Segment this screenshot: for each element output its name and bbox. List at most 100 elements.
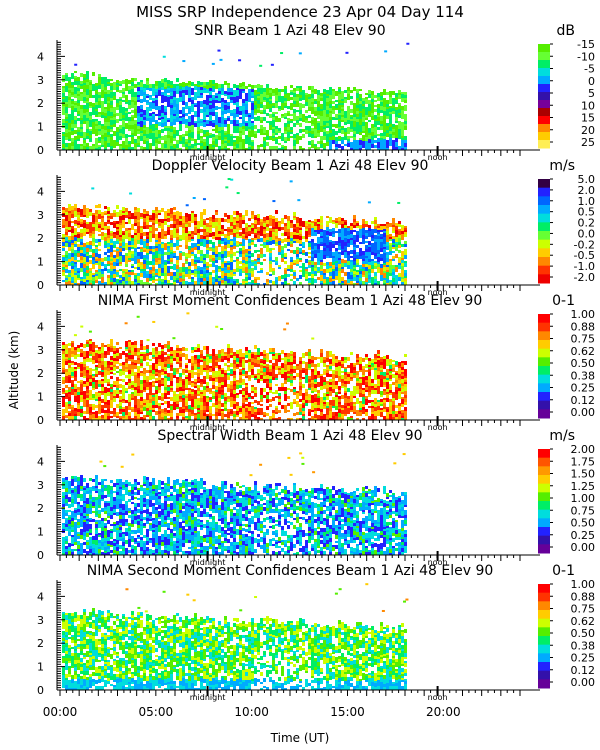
- noon-marker-label: noon: [428, 153, 448, 162]
- data-cell: [74, 94, 77, 98]
- data-cell: [182, 230, 185, 233]
- data-cell: [86, 85, 89, 89]
- data-cell: [74, 386, 77, 389]
- data-cell: [167, 86, 170, 88]
- data-cell: [131, 110, 134, 113]
- data-cell: [89, 411, 92, 413]
- data-cell: [389, 142, 392, 146]
- data-cell: [107, 392, 110, 396]
- colorbar-swatch: [538, 248, 550, 258]
- data-cell: [65, 229, 68, 232]
- data-cell: [167, 225, 170, 227]
- data-cell: [239, 220, 242, 224]
- data-cell: [122, 385, 125, 389]
- data-cell: [314, 254, 317, 258]
- data-cell: [338, 280, 341, 283]
- data-cell: [221, 234, 224, 236]
- data-cell: [158, 130, 161, 134]
- data-cell: [95, 210, 98, 214]
- data-cell: [359, 278, 362, 281]
- data-cell: [221, 251, 224, 254]
- data-cell: [191, 216, 194, 220]
- data-cell: [203, 225, 206, 229]
- data-cell: [80, 109, 83, 113]
- data-cell: [182, 216, 185, 219]
- data-cell: [86, 147, 89, 150]
- data-cell: [197, 250, 200, 254]
- colorbar-swatch: [538, 187, 550, 197]
- data-cell: [167, 138, 170, 142]
- data-cell: [146, 81, 149, 85]
- data-cell: [125, 274, 128, 277]
- data-cell: [194, 269, 197, 271]
- data-cell: [131, 270, 134, 272]
- data-cell: [353, 265, 356, 267]
- data-cell: [335, 231, 338, 233]
- data-cell: [404, 143, 407, 147]
- data-cell: [254, 93, 257, 95]
- data-cell: [83, 74, 86, 78]
- data-cell: [293, 113, 296, 115]
- data-cell: [89, 90, 92, 92]
- data-cell: [173, 114, 176, 116]
- data-cell: [95, 392, 98, 394]
- data-cell: [170, 92, 173, 96]
- data-cell: [269, 121, 272, 125]
- data-cell: [218, 269, 221, 272]
- data-cell: [215, 115, 218, 119]
- data-cell: [239, 83, 242, 87]
- data-cell: [122, 371, 125, 375]
- data-cell: [383, 107, 386, 111]
- data-cell: [368, 269, 371, 271]
- data-cell: [341, 103, 344, 105]
- data-cell: [209, 91, 212, 95]
- data-cell: [269, 138, 272, 140]
- data-cell: [161, 79, 164, 83]
- data-cell: [236, 107, 239, 110]
- data-cell: [95, 102, 98, 105]
- data-cell: [236, 144, 239, 148]
- data-cell: [185, 92, 188, 95]
- data-cell: [155, 221, 158, 224]
- data-cell: [329, 232, 332, 236]
- data-cell: [134, 95, 137, 97]
- data-cell: [68, 416, 71, 420]
- data-cell: [203, 146, 206, 150]
- colorbar-swatch: [538, 140, 550, 149]
- data-cell: [356, 108, 359, 111]
- data-cell: [155, 244, 158, 246]
- data-cell: [125, 363, 128, 367]
- data-cell: [272, 216, 275, 219]
- data-cell: [152, 217, 155, 220]
- data-cell: [125, 415, 128, 417]
- data-cell: [236, 264, 239, 268]
- data-cell: [287, 97, 290, 101]
- data-cell: [158, 219, 161, 222]
- data-cell: [116, 231, 119, 235]
- data-cell: [116, 107, 119, 110]
- data-cell: [98, 258, 101, 261]
- data-cell: [287, 138, 290, 141]
- data-cell: [68, 123, 71, 126]
- data-cell: [275, 242, 278, 244]
- data-cell: [143, 232, 146, 236]
- data-cell: [290, 223, 293, 226]
- data-cell: [107, 143, 110, 145]
- data-cell: [89, 351, 92, 354]
- data-cell: [248, 231, 251, 234]
- data-cell: [92, 242, 95, 246]
- data-cell: [359, 265, 362, 269]
- data-cell: [113, 225, 116, 228]
- data-cell: [239, 217, 242, 220]
- data-cell: [302, 116, 305, 119]
- data-cell: [74, 362, 77, 365]
- data-cell: [158, 88, 161, 90]
- data-cell: [251, 260, 254, 262]
- data-cell: [314, 125, 317, 129]
- data-cell: [320, 223, 323, 225]
- data-cell: [146, 100, 149, 103]
- colorbar-label: 0.5: [578, 206, 596, 219]
- data-cell: [326, 117, 329, 121]
- data-cell: [200, 85, 203, 87]
- data-cell: [122, 407, 125, 409]
